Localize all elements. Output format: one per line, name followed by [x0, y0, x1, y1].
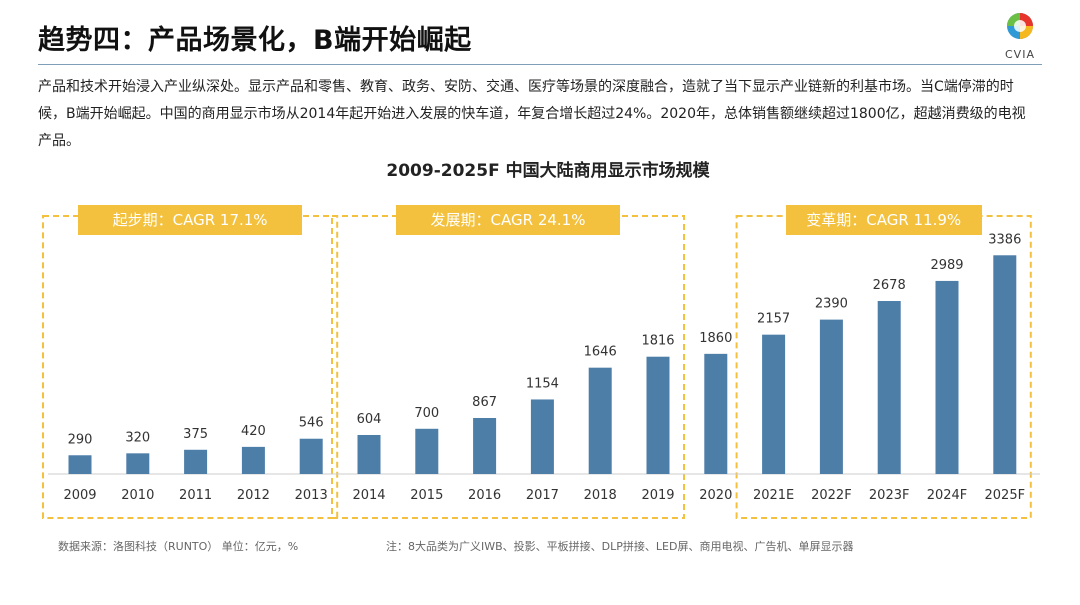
data-label-2014: 604 [357, 412, 382, 427]
cvia-logo: CVIA [998, 10, 1042, 64]
bar-2010 [126, 453, 150, 474]
data-label-2022F: 2390 [815, 297, 848, 312]
logo-text: CVIA [1005, 48, 1035, 61]
bar-2009 [68, 455, 92, 474]
tick-label-2013: 2013 [295, 488, 328, 503]
chart-title: 2009-2025F 中国大陆商用显示市场规模 [386, 161, 710, 181]
stage-frame-1 [42, 215, 339, 519]
data-label-2024F: 2989 [930, 258, 963, 273]
tick-label-2017: 2017 [526, 488, 559, 503]
data-label-2011: 375 [183, 427, 208, 442]
data-label-2018: 1646 [584, 345, 617, 360]
bar-2015 [415, 428, 439, 474]
tick-label-2009: 2009 [63, 488, 96, 503]
data-label-2025F: 3386 [988, 232, 1021, 247]
stage-label-3: 变革期：CAGR 11.9% [785, 205, 982, 235]
stage-frame-2 [331, 215, 685, 519]
bar-2022F [819, 319, 843, 474]
bar-2024F [935, 280, 959, 474]
data-label-2015: 700 [414, 406, 439, 421]
data-label-2016: 867 [472, 395, 497, 410]
bar-2021E [762, 334, 786, 474]
bar-2020 [704, 353, 728, 474]
tick-label-2014: 2014 [352, 488, 385, 503]
tick-label-2012: 2012 [237, 488, 270, 503]
bar-2017 [530, 399, 554, 474]
tick-label-2011: 2011 [179, 488, 212, 503]
tick-label-2022F: 2022F [811, 488, 852, 503]
bar-2012 [241, 446, 265, 474]
tick-label-2024F: 2024F [927, 488, 968, 503]
tick-label-2019: 2019 [641, 488, 674, 503]
data-label-2019: 1816 [641, 334, 674, 349]
intro-paragraph: 产品和技术开始浸入产业纵深处。显示产品和零售、教育、政务、安防、交通、医疗等场景… [38, 79, 1026, 149]
data-label-2009: 290 [68, 432, 93, 447]
data-source: 数据来源：洛图科技（RUNTO） 单位：亿元，% [58, 540, 299, 553]
tick-label-2015: 2015 [410, 488, 443, 503]
bar-2019 [646, 356, 670, 474]
data-label-2023F: 2678 [873, 278, 906, 293]
data-label-2021E: 2157 [757, 312, 790, 327]
bar-2011 [184, 449, 208, 474]
bar-2025F [993, 255, 1017, 474]
bar-2023F [877, 301, 901, 474]
tick-label-2025F: 2025F [985, 488, 1026, 503]
bar-2014 [357, 434, 381, 474]
stage-frame-3 [735, 215, 1032, 519]
bar-2018 [588, 367, 612, 474]
data-label-2010: 320 [125, 430, 150, 445]
tick-label-2018: 2018 [584, 488, 617, 503]
tick-label-2016: 2016 [468, 488, 501, 503]
data-label-2020: 1860 [699, 331, 732, 346]
data-label-2017: 1154 [526, 376, 559, 391]
tick-label-2020: 2020 [699, 488, 732, 503]
bar-2016 [473, 417, 497, 474]
tick-label-2021E: 2021E [753, 488, 794, 503]
data-label-2012: 420 [241, 424, 266, 439]
stage-label-1: 起步期：CAGR 17.1% [78, 205, 303, 235]
tick-label-2023F: 2023F [869, 488, 910, 503]
footnote: 注：8大品类为广义IWB、投影、平板拼接、DLP拼接、LED屏、商用电视、广告机… [386, 540, 854, 553]
globe-logo-icon [1007, 13, 1033, 39]
slide-title: 趋势四：产品场景化，B端开始崛起 [38, 25, 472, 56]
title-divider [38, 64, 1042, 65]
bar-2013 [299, 438, 323, 474]
tick-label-2010: 2010 [121, 488, 154, 503]
stage-label-2: 发展期：CAGR 24.1% [396, 205, 620, 235]
data-label-2013: 546 [299, 416, 324, 431]
